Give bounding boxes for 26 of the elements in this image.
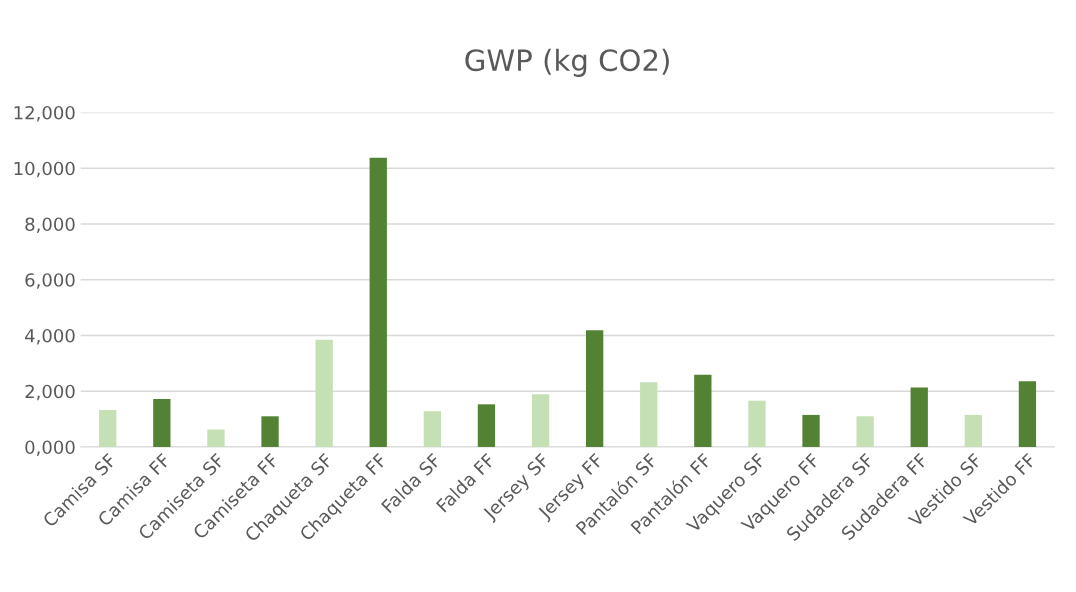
y-tick-label: 8,000 — [25, 217, 75, 233]
bar — [153, 399, 171, 447]
bar — [964, 414, 982, 447]
bar — [585, 330, 604, 447]
bar — [207, 429, 225, 447]
bar — [477, 404, 496, 447]
y-tick-label: 0,000 — [25, 440, 75, 456]
bar — [531, 394, 550, 447]
bar — [856, 416, 874, 447]
bar — [748, 400, 766, 447]
y-tick-label: 2,000 — [25, 384, 75, 401]
bar — [802, 414, 820, 447]
y-tick-label: 4,000 — [25, 328, 75, 345]
bar — [261, 416, 279, 447]
bar — [315, 339, 333, 447]
bar — [423, 411, 441, 447]
bar — [640, 382, 658, 447]
y-tick-label: 6,000 — [25, 273, 75, 289]
bar — [694, 374, 712, 447]
y-tick-label: 12,000 — [14, 105, 75, 122]
bar — [1018, 381, 1037, 447]
y-tick-label: 10,000 — [14, 161, 75, 178]
bar — [369, 157, 387, 447]
chart-title: GWP (kg CO2) — [465, 48, 669, 77]
bar — [910, 387, 928, 447]
bar — [99, 409, 117, 447]
